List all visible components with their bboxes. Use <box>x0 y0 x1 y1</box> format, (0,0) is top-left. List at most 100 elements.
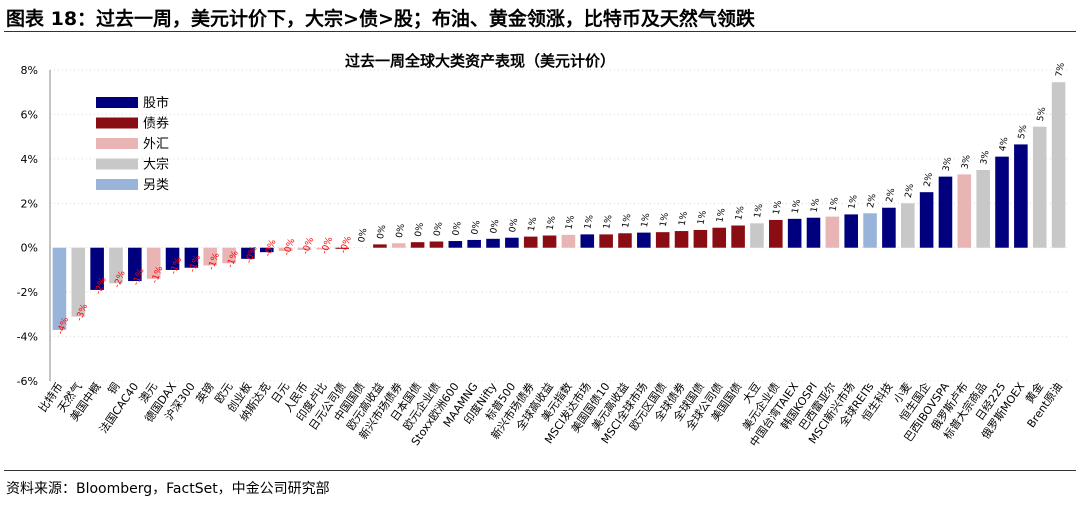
legend-label: 另类 <box>143 178 169 193</box>
bar <box>241 247 255 259</box>
value-label: 0% <box>357 227 369 243</box>
bar <box>165 247 180 270</box>
bar <box>467 239 481 248</box>
legend-swatch <box>96 97 138 108</box>
value-label: 4% <box>998 136 1010 152</box>
y-tick-label: 0% <box>21 242 38 255</box>
bar <box>128 247 142 282</box>
bar <box>410 242 425 248</box>
value-label: -0% <box>263 238 279 258</box>
value-label: -0% <box>301 236 317 256</box>
value-labels: -4%-3%-2% -2% -1% -1% -1% -1% -1% -1% -0% -0% -0% -… <box>56 61 1067 335</box>
bar <box>674 231 689 248</box>
value-label: 0% <box>489 218 501 234</box>
value-label: 1% <box>565 214 577 230</box>
legend-swatch <box>96 158 138 170</box>
y-tick-label: 2% <box>21 197 38 210</box>
bar <box>769 219 783 248</box>
value-label: 1% <box>847 194 859 210</box>
bar <box>71 247 86 317</box>
bar <box>731 225 745 248</box>
bar-chart: 过去一周全球大类资产表现（美元计价） 8% 6% 4% 2% 0% -2% -4% -6% -… <box>17 52 1068 449</box>
y-tick-label: -6% <box>17 375 38 388</box>
value-label: 0% <box>395 223 407 239</box>
bar <box>995 156 1009 248</box>
value-label: 0% <box>414 221 426 237</box>
category-label: 英镑 <box>193 380 217 406</box>
value-label: 2% <box>866 193 878 209</box>
value-label: 3% <box>979 149 991 165</box>
bar <box>655 232 670 248</box>
bar <box>542 235 557 248</box>
value-label: 1% <box>810 197 822 213</box>
top-rule <box>4 31 1076 32</box>
value-label: 3% <box>942 156 954 172</box>
bar <box>391 243 406 248</box>
y-tick-label: -2% <box>17 286 38 299</box>
bar <box>938 176 953 248</box>
bar <box>618 233 632 248</box>
bar <box>599 234 613 248</box>
source-note: 资料来源：Bloomberg，FactSet，中金公司研究部 <box>6 481 330 497</box>
legend-label: 外汇 <box>143 137 169 152</box>
value-label: 1% <box>678 210 690 226</box>
value-label: 2% <box>923 171 935 187</box>
value-label: 1% <box>828 196 840 212</box>
bar <box>750 223 764 248</box>
value-label: 5% <box>1017 124 1029 140</box>
bar <box>976 169 990 248</box>
bar <box>1051 82 1066 248</box>
bar <box>109 247 123 284</box>
figure-title: 图表 18：过去一周，美元计价下，大宗>债>股；布油、黄金领涨，比特币及天然气领… <box>6 8 755 30</box>
value-label: 0% <box>451 220 463 236</box>
bar <box>561 234 576 248</box>
y-axis: 8% 6% 4% 2% 0% -2% -4% -6% <box>17 64 51 388</box>
bar <box>919 192 934 248</box>
value-label: 1% <box>546 215 558 231</box>
bar <box>429 241 444 248</box>
legend-swatch <box>96 179 138 190</box>
value-label: 1% <box>734 205 746 221</box>
bar <box>1014 144 1028 248</box>
value-label: 5% <box>1036 106 1048 122</box>
value-label: 1% <box>753 203 765 219</box>
bar <box>863 213 877 248</box>
gridlines <box>50 69 1068 382</box>
bar <box>787 218 802 248</box>
value-label: 0% <box>470 219 482 235</box>
bar <box>146 247 161 279</box>
legend-swatch <box>96 117 138 129</box>
bar <box>203 247 218 266</box>
value-label: 7% <box>1055 61 1067 77</box>
bar <box>712 227 727 248</box>
bar <box>957 174 972 248</box>
legend-label: 股市 <box>143 95 169 111</box>
value-label: 1% <box>791 198 803 214</box>
value-label: 1% <box>527 216 539 232</box>
bar <box>486 238 500 248</box>
bar <box>260 247 274 253</box>
y-tick-label: 8% <box>21 64 38 77</box>
value-label: -0% <box>320 235 336 255</box>
bar <box>637 232 651 248</box>
bar <box>448 241 463 248</box>
bar <box>844 214 858 248</box>
bar <box>1032 126 1047 248</box>
value-label: -0% <box>339 235 355 255</box>
value-label: 1% <box>640 212 652 228</box>
value-label: 3% <box>960 154 972 170</box>
value-label: 1% <box>583 214 595 230</box>
y-tick-label: 4% <box>21 153 38 166</box>
value-label: 0% <box>508 217 520 233</box>
value-label: 1% <box>621 213 633 229</box>
bar <box>806 217 821 248</box>
bar <box>316 247 331 250</box>
bar <box>505 237 519 248</box>
y-tick-label: 6% <box>21 108 38 121</box>
value-label: 0% <box>376 224 388 240</box>
value-label: 1% <box>659 211 671 227</box>
bar <box>523 236 538 248</box>
bottom-rule <box>4 470 1076 471</box>
bar <box>184 247 199 268</box>
